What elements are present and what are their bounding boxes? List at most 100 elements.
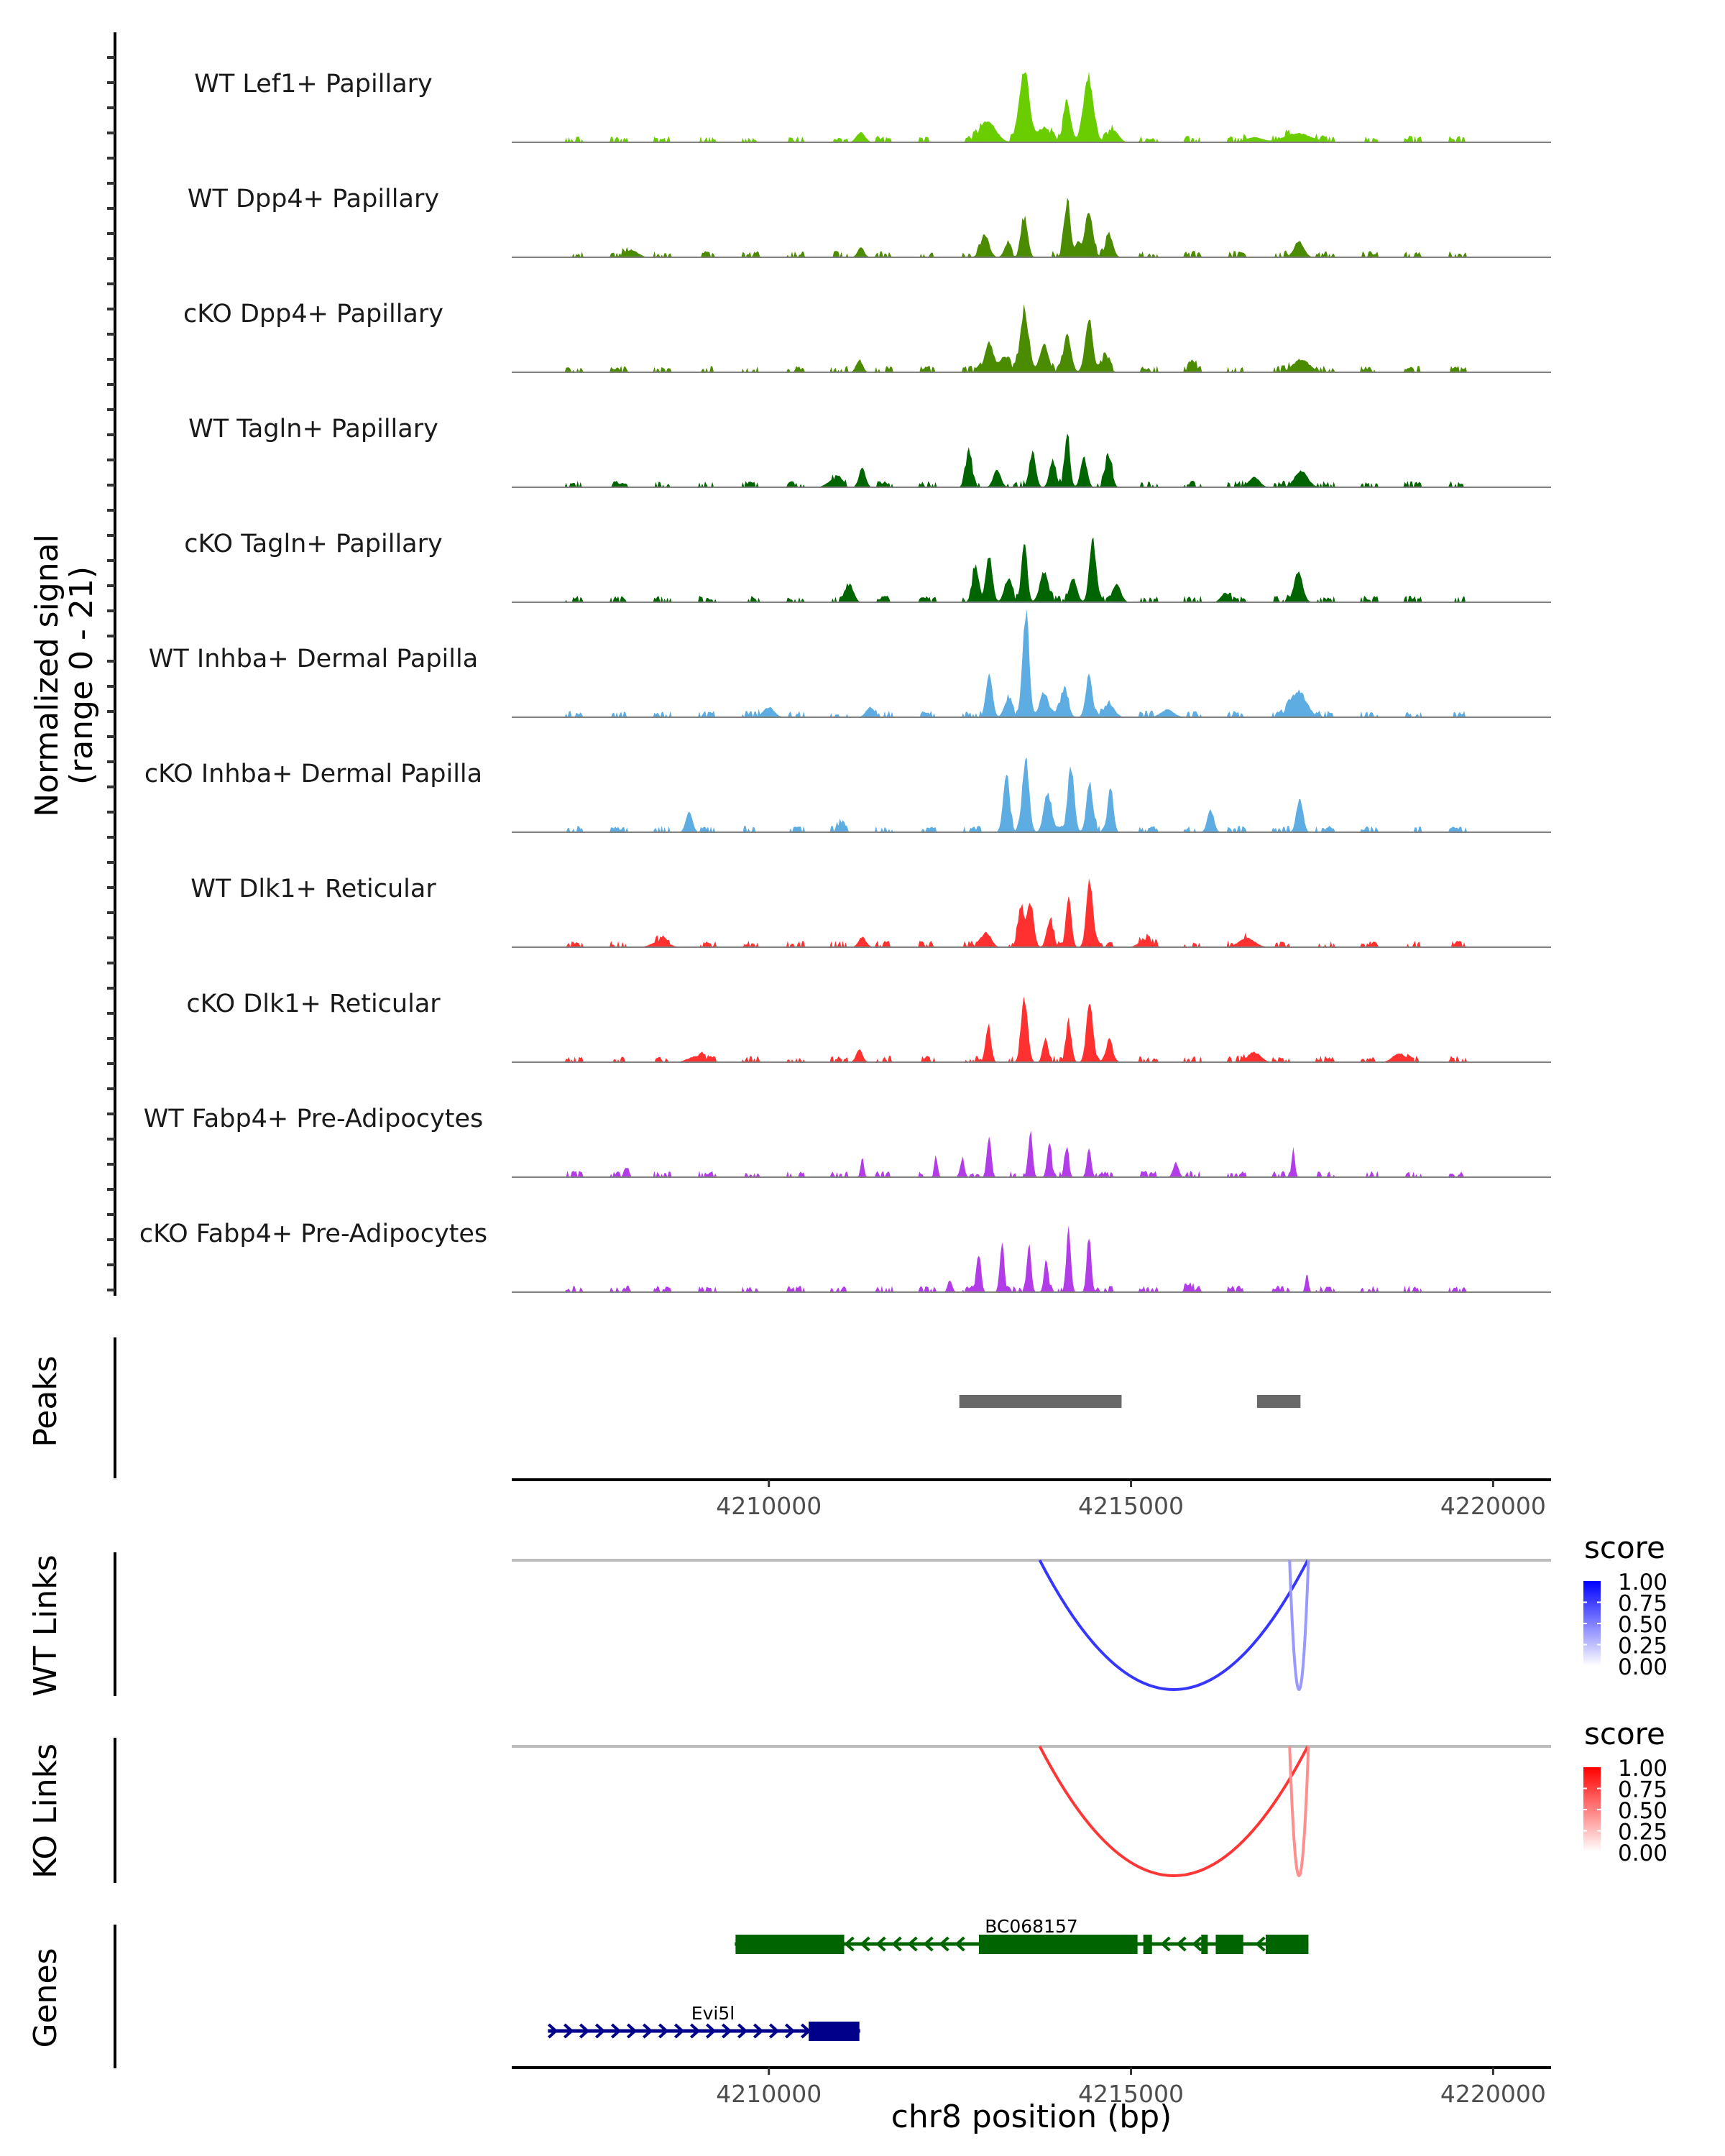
coverage-area — [551, 1225, 1492, 1292]
strand-chevron — [737, 2023, 748, 2039]
link-arc — [1288, 1560, 1310, 1691]
track-label: WT Dlk1+ Reticular — [190, 875, 436, 903]
links-track — [512, 1745, 1551, 1877]
strand-chevron — [923, 1936, 934, 1952]
legend-title: score — [1584, 1530, 1665, 1565]
legend-tick-label: 0.75 — [1618, 1591, 1668, 1617]
score-legends: score1.000.750.500.250.00score1.000.750.… — [1583, 1530, 1668, 1866]
coverage-track: cKO Fabp4+ Pre-Adipocytes — [139, 1220, 1551, 1293]
strand-chevron — [643, 2023, 653, 2039]
track-label: WT Fabp4+ Pre-Adipocytes — [144, 1105, 483, 1133]
score-legend: score 1.000.750.500.250.00 — [1583, 1716, 1668, 1866]
strand-chevron — [769, 2023, 780, 2039]
strand-chevron — [611, 2023, 622, 2039]
strand-chevron — [595, 2023, 606, 2039]
gene-exon — [978, 1935, 1138, 1954]
y-axis-title-line2: (range 0 - 21) — [63, 566, 100, 785]
genes-track: BC068157 Evi5l — [548, 1916, 1309, 2041]
x-tick-label: 4220000 — [1440, 2080, 1546, 2108]
legend-tick-label: 0.00 — [1618, 1841, 1668, 1866]
coverage-tracks: WT Lef1+ Papillary WT Dpp4+ Papillary cKO … — [139, 70, 1551, 1293]
coverage-area — [551, 304, 1492, 372]
x-tick-label: 4220000 — [1440, 1492, 1546, 1520]
legend-tick-label: 0.50 — [1618, 1612, 1668, 1638]
wt-links-track-label: WT Links — [27, 1554, 64, 1696]
link-arc — [1288, 1746, 1310, 1877]
gene-name-label: Evi5l — [691, 2003, 735, 2024]
strand-chevron — [722, 2023, 732, 2039]
coverage-area — [551, 198, 1492, 257]
signal-y-axis — [107, 32, 116, 1296]
strand-chevron — [658, 2023, 669, 2039]
strand-chevron — [891, 1936, 902, 1952]
genes-track-label: Genes — [27, 1948, 64, 2047]
x-tick-label: 4210000 — [716, 1492, 822, 1520]
coverage-track: WT Inhba+ Dermal Papilla — [149, 609, 1551, 718]
track-label: WT Lef1+ Papillary — [194, 70, 433, 98]
x-tick-label: 4210000 — [716, 2080, 822, 2108]
peaks-track-label: Peaks — [27, 1355, 64, 1447]
track-label: cKO Dlk1+ Reticular — [186, 990, 441, 1018]
coverage-track: cKO Tagln+ Papillary — [184, 530, 1551, 603]
strand-chevron — [548, 2023, 558, 2039]
legend-tick-label: 0.50 — [1618, 1798, 1668, 1824]
legend-tick-label: 0.25 — [1618, 1634, 1668, 1659]
coverage-track: WT Dpp4+ Papillary — [188, 185, 1551, 258]
coverage-area — [551, 757, 1492, 832]
coverage-track: WT Fabp4+ Pre-Adipocytes — [144, 1105, 1551, 1178]
coverage-track: cKO Inhba+ Dermal Papilla — [144, 757, 1551, 833]
gene-model: Evi5l — [548, 2003, 860, 2041]
strand-chevron — [785, 2023, 796, 2039]
coverage-track: WT Lef1+ Papillary — [194, 70, 1551, 143]
strand-chevron — [1192, 1936, 1202, 1952]
coverage-track: cKO Dpp4+ Papillary — [183, 300, 1551, 373]
track-label: cKO Tagln+ Papillary — [184, 530, 443, 558]
track-label: cKO Inhba+ Dermal Papilla — [144, 760, 482, 788]
coverage-area — [551, 996, 1492, 1062]
legend-tick-label: 0.00 — [1618, 1654, 1668, 1680]
link-arc — [1038, 1746, 1310, 1877]
x-axis-title: chr8 position (bp) — [891, 2099, 1172, 2135]
gene-exon — [1201, 1935, 1208, 1954]
peak-region — [959, 1395, 1122, 1408]
gene-exon — [1265, 1935, 1309, 1954]
strand-chevron — [753, 2023, 764, 2039]
legend-tick-label: 1.00 — [1618, 1570, 1668, 1595]
coverage-area — [551, 537, 1492, 602]
coverage-area — [551, 609, 1492, 717]
legend-tick-label: 0.25 — [1618, 1820, 1668, 1846]
peak-region — [1256, 1395, 1301, 1408]
gene-exon — [1215, 1935, 1243, 1954]
legend-title: score — [1584, 1716, 1665, 1751]
coverage-area — [551, 878, 1492, 947]
x-tick-label: 4215000 — [1078, 2080, 1184, 2108]
gene-model: BC068157 — [735, 1916, 1309, 1954]
y-axis-title-line1: Normalized signal — [29, 534, 65, 817]
gene-exon — [735, 1935, 845, 1954]
track-label: WT Tagln+ Papillary — [188, 415, 438, 443]
link-arc — [1038, 1560, 1310, 1691]
coverage-area — [551, 433, 1492, 487]
gene-name-label: BC068157 — [985, 1916, 1078, 1937]
peaks-track — [959, 1395, 1301, 1408]
strand-chevron — [690, 2023, 701, 2039]
coverage-track: WT Tagln+ Papillary — [188, 415, 1551, 488]
gene-exon — [809, 2022, 860, 2041]
legend-tick-label: 0.75 — [1618, 1777, 1668, 1803]
strand-chevron — [1160, 1936, 1171, 1952]
x-ticks-upper: 4210000 4215000 4220000 — [716, 1480, 1546, 1520]
strand-chevron — [706, 2023, 717, 2039]
track-label: WT Dpp4+ Papillary — [188, 185, 439, 213]
coverage-track: WT Dlk1+ Reticular — [190, 875, 1551, 948]
strand-chevron — [875, 1936, 886, 1952]
track-label: WT Inhba+ Dermal Papilla — [149, 645, 478, 673]
strand-chevron — [627, 2023, 638, 2039]
track-label: cKO Dpp4+ Papillary — [183, 300, 443, 328]
links-tracks — [512, 1559, 1551, 1877]
strand-chevron — [939, 1936, 949, 1952]
gene-exon — [1143, 1935, 1152, 1954]
x-tick-label: 4215000 — [1078, 1492, 1184, 1520]
coverage-track: cKO Dlk1+ Reticular — [186, 990, 1551, 1063]
strand-chevron — [1176, 1936, 1187, 1952]
